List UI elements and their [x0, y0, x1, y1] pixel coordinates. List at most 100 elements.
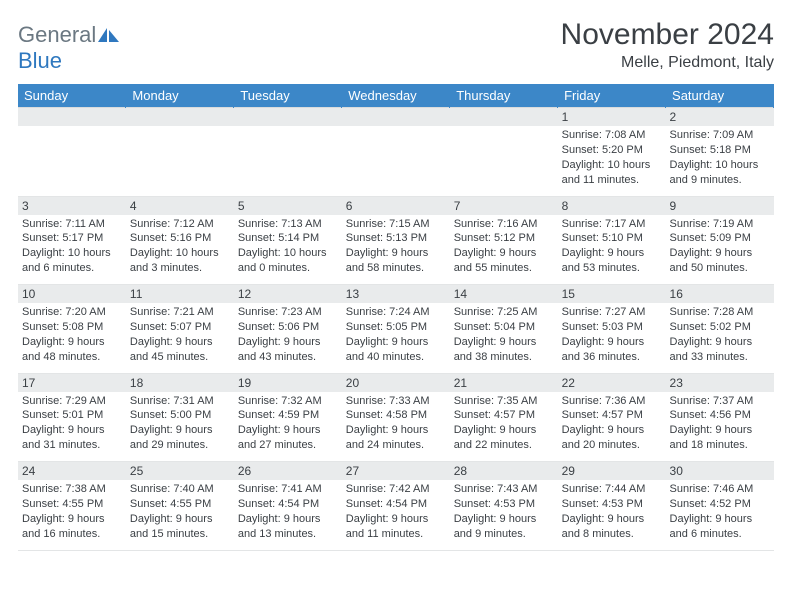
day-cell: Sunrise: 7:17 AMSunset: 5:10 PMDaylight:…	[558, 215, 666, 285]
sunset-text: Sunset: 4:57 PM	[562, 408, 662, 423]
sunrise-text: Sunrise: 7:25 AM	[454, 305, 554, 320]
sunrise-text: Sunrise: 7:21 AM	[130, 305, 230, 320]
day-number: 26	[234, 462, 342, 481]
day-cell: Sunrise: 7:23 AMSunset: 5:06 PMDaylight:…	[234, 303, 342, 373]
day-cell: Sunrise: 7:31 AMSunset: 5:00 PMDaylight:…	[126, 392, 234, 462]
day-cell: Sunrise: 7:25 AMSunset: 5:04 PMDaylight:…	[450, 303, 558, 373]
day-cell: Sunrise: 7:24 AMSunset: 5:05 PMDaylight:…	[342, 303, 450, 373]
day-number: 13	[342, 285, 450, 304]
daylight-text: Daylight: 9 hours and 13 minutes.	[238, 512, 338, 542]
day-cell: Sunrise: 7:13 AMSunset: 5:14 PMDaylight:…	[234, 215, 342, 285]
day-cell: Sunrise: 7:46 AMSunset: 4:52 PMDaylight:…	[666, 480, 774, 550]
sunrise-text: Sunrise: 7:08 AM	[562, 128, 662, 143]
day-cell: Sunrise: 7:32 AMSunset: 4:59 PMDaylight:…	[234, 392, 342, 462]
day-number: 19	[234, 373, 342, 392]
sunrise-text: Sunrise: 7:32 AM	[238, 394, 338, 409]
day-number: 17	[18, 373, 126, 392]
day-number: 28	[450, 462, 558, 481]
sunrise-text: Sunrise: 7:23 AM	[238, 305, 338, 320]
sunrise-text: Sunrise: 7:09 AM	[670, 128, 770, 143]
day-number: 27	[342, 462, 450, 481]
day-cell	[450, 126, 558, 196]
day-number	[342, 108, 450, 127]
daylight-text: Daylight: 9 hours and 53 minutes.	[562, 246, 662, 276]
sunrise-text: Sunrise: 7:28 AM	[670, 305, 770, 320]
title-block: November 2024 Melle, Piedmont, Italy	[561, 18, 774, 72]
sunrise-text: Sunrise: 7:44 AM	[562, 482, 662, 497]
logo: General Blue	[18, 18, 120, 74]
sunrise-text: Sunrise: 7:35 AM	[454, 394, 554, 409]
logo-sails-icon	[98, 22, 120, 48]
sunrise-text: Sunrise: 7:33 AM	[346, 394, 446, 409]
day-number: 15	[558, 285, 666, 304]
sunset-text: Sunset: 4:59 PM	[238, 408, 338, 423]
daylight-text: Daylight: 9 hours and 9 minutes.	[454, 512, 554, 542]
sunset-text: Sunset: 4:55 PM	[130, 497, 230, 512]
sunrise-text: Sunrise: 7:43 AM	[454, 482, 554, 497]
day-number: 23	[666, 373, 774, 392]
day-number	[234, 108, 342, 127]
day-cell	[126, 126, 234, 196]
sunset-text: Sunset: 5:07 PM	[130, 320, 230, 335]
day-number: 5	[234, 196, 342, 215]
sunrise-text: Sunrise: 7:27 AM	[562, 305, 662, 320]
daylight-text: Daylight: 10 hours and 3 minutes.	[130, 246, 230, 276]
day-number: 8	[558, 196, 666, 215]
daylight-text: Daylight: 9 hours and 45 minutes.	[130, 335, 230, 365]
sunrise-text: Sunrise: 7:37 AM	[670, 394, 770, 409]
day-number: 7	[450, 196, 558, 215]
day-cell: Sunrise: 7:08 AMSunset: 5:20 PMDaylight:…	[558, 126, 666, 196]
day-number	[450, 108, 558, 127]
day-cell: Sunrise: 7:09 AMSunset: 5:18 PMDaylight:…	[666, 126, 774, 196]
day-cell: Sunrise: 7:11 AMSunset: 5:17 PMDaylight:…	[18, 215, 126, 285]
daylight-text: Daylight: 9 hours and 24 minutes.	[346, 423, 446, 453]
day-cell: Sunrise: 7:15 AMSunset: 5:13 PMDaylight:…	[342, 215, 450, 285]
day-cell: Sunrise: 7:19 AMSunset: 5:09 PMDaylight:…	[666, 215, 774, 285]
sunset-text: Sunset: 4:56 PM	[670, 408, 770, 423]
weekday-header-row: Sunday Monday Tuesday Wednesday Thursday…	[18, 84, 774, 108]
sunrise-text: Sunrise: 7:19 AM	[670, 217, 770, 232]
sunrise-text: Sunrise: 7:42 AM	[346, 482, 446, 497]
sunset-text: Sunset: 5:14 PM	[238, 231, 338, 246]
sunset-text: Sunset: 5:03 PM	[562, 320, 662, 335]
day-number: 22	[558, 373, 666, 392]
day-cell: Sunrise: 7:28 AMSunset: 5:02 PMDaylight:…	[666, 303, 774, 373]
weekday-header: Monday	[126, 84, 234, 108]
logo-word-blue: Blue	[18, 48, 62, 73]
sunrise-text: Sunrise: 7:46 AM	[670, 482, 770, 497]
day-number: 29	[558, 462, 666, 481]
daylight-text: Daylight: 9 hours and 11 minutes.	[346, 512, 446, 542]
location: Melle, Piedmont, Italy	[561, 54, 774, 72]
sunrise-text: Sunrise: 7:16 AM	[454, 217, 554, 232]
weekday-header: Wednesday	[342, 84, 450, 108]
daylight-text: Daylight: 9 hours and 18 minutes.	[670, 423, 770, 453]
day-number: 30	[666, 462, 774, 481]
day-cell: Sunrise: 7:43 AMSunset: 4:53 PMDaylight:…	[450, 480, 558, 550]
day-cell: Sunrise: 7:20 AMSunset: 5:08 PMDaylight:…	[18, 303, 126, 373]
month-title: November 2024	[561, 18, 774, 52]
day-number: 4	[126, 196, 234, 215]
sunset-text: Sunset: 4:54 PM	[238, 497, 338, 512]
sunset-text: Sunset: 5:16 PM	[130, 231, 230, 246]
day-cell: Sunrise: 7:29 AMSunset: 5:01 PMDaylight:…	[18, 392, 126, 462]
day-number: 1	[558, 108, 666, 127]
day-number: 9	[666, 196, 774, 215]
daylight-text: Daylight: 9 hours and 15 minutes.	[130, 512, 230, 542]
sunrise-text: Sunrise: 7:20 AM	[22, 305, 122, 320]
sunrise-text: Sunrise: 7:11 AM	[22, 217, 122, 232]
daylight-text: Daylight: 9 hours and 55 minutes.	[454, 246, 554, 276]
sunrise-text: Sunrise: 7:17 AM	[562, 217, 662, 232]
header: General Blue November 2024 Melle, Piedmo…	[18, 18, 774, 74]
day-cell: Sunrise: 7:38 AMSunset: 4:55 PMDaylight:…	[18, 480, 126, 550]
day-content-row: Sunrise: 7:20 AMSunset: 5:08 PMDaylight:…	[18, 303, 774, 373]
sunset-text: Sunset: 4:53 PM	[562, 497, 662, 512]
day-number: 3	[18, 196, 126, 215]
day-content-row: Sunrise: 7:29 AMSunset: 5:01 PMDaylight:…	[18, 392, 774, 462]
daylight-text: Daylight: 9 hours and 20 minutes.	[562, 423, 662, 453]
day-cell: Sunrise: 7:41 AMSunset: 4:54 PMDaylight:…	[234, 480, 342, 550]
sunrise-text: Sunrise: 7:12 AM	[130, 217, 230, 232]
day-number-row: 24252627282930	[18, 462, 774, 481]
day-number: 24	[18, 462, 126, 481]
weekday-header: Saturday	[666, 84, 774, 108]
day-number: 25	[126, 462, 234, 481]
